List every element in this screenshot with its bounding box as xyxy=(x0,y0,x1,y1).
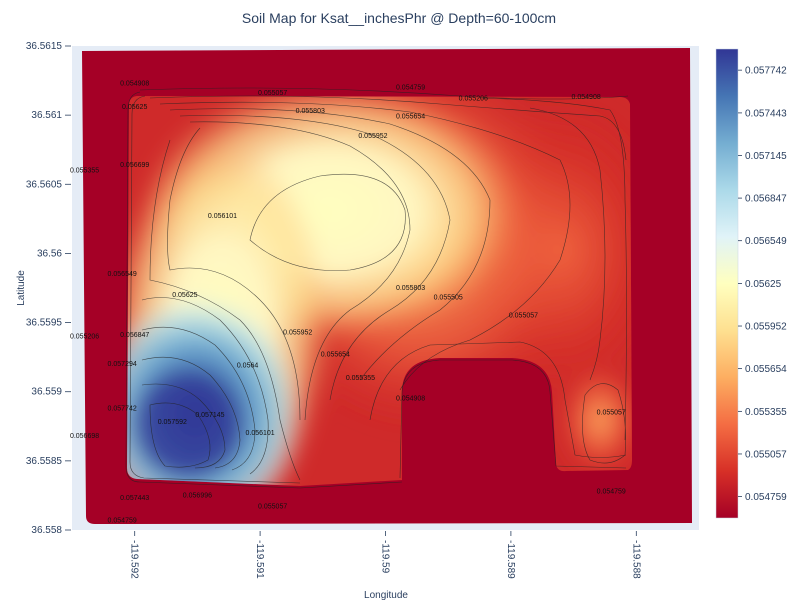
contour-blue-3 xyxy=(141,356,241,469)
contour-east-2 xyxy=(529,107,606,381)
contour-label: 0.057592 xyxy=(158,419,187,426)
contour-label: 0.055952 xyxy=(283,329,312,336)
colorbar-tick-label: 0.055057 xyxy=(745,449,787,460)
contour-label: 0.0564 xyxy=(237,362,259,369)
colorbar-tick-label: 0.056549 xyxy=(745,236,787,247)
contour-outer-1 xyxy=(125,91,403,489)
contour-top-4 xyxy=(169,108,491,381)
contour-label: 0.055803 xyxy=(396,285,425,292)
contour-label: 0.05625 xyxy=(172,292,197,299)
contour-label: 0.055355 xyxy=(346,375,375,382)
contour-label: 0.055206 xyxy=(459,96,488,103)
contour-east-1 xyxy=(479,97,627,441)
contour-label: 0.054759 xyxy=(108,517,137,524)
contour-label: 0.057145 xyxy=(195,412,224,419)
contour-label: 0.056996 xyxy=(183,492,212,499)
contour-label: 0.05625 xyxy=(122,104,147,111)
contour-label: 0.055057 xyxy=(258,90,287,97)
contour-label: 0.055057 xyxy=(509,313,538,320)
colorbar-tick-label: 0.05625 xyxy=(745,279,782,290)
x-tick-label: -119.588 xyxy=(630,540,641,579)
contour-west-1 xyxy=(167,127,301,421)
colorbar-tick-label: 0.056847 xyxy=(745,194,787,205)
contour-label: 0.057294 xyxy=(108,361,137,368)
y-tick-label: 36.558 xyxy=(31,525,62,536)
contour-label: 0.054759 xyxy=(597,488,626,495)
contour-label: 0.056549 xyxy=(108,271,137,278)
contour-label: 0.056699 xyxy=(120,162,149,169)
x-tick-label: -119.59 xyxy=(380,540,391,574)
contour-label: 0.055057 xyxy=(258,503,287,510)
contour-label: 0.054908 xyxy=(572,94,601,101)
contour-label: 0.054908 xyxy=(396,396,425,403)
contour-notch-2 xyxy=(369,341,627,458)
contour-west-2 xyxy=(149,139,301,481)
x-axis-ticks: -119.592 -119.591 -119.59 -119.589 -119.588 xyxy=(129,531,641,579)
x-tick-label: -119.589 xyxy=(505,540,516,579)
x-axis-title: Longitude xyxy=(364,590,408,601)
contour-labels: 0.054908 0.055057 0.054759 0.055206 0.054908… xyxy=(70,80,626,524)
y-tick-label: 36.5605 xyxy=(26,179,63,190)
contour-label: 0.057742 xyxy=(108,405,137,412)
contour-inner-loop xyxy=(249,173,406,271)
contour-label: 0.055803 xyxy=(296,108,325,115)
contour-label: 0.056101 xyxy=(208,213,237,220)
contour-top-3 xyxy=(159,101,571,391)
y-tick-label: 36.5585 xyxy=(26,456,63,467)
colorbar-tick-label: 0.055952 xyxy=(745,322,787,333)
contour-label: 0.055654 xyxy=(321,351,350,358)
contour-label: 0.056101 xyxy=(245,430,274,437)
contour-label: 0.055057 xyxy=(597,409,626,416)
y-axis-ticks: 36.558 36.5585 36.559 36.5595 36.56 36.5605 36… xyxy=(26,41,71,536)
colorbar: 0.057742 0.057443 0.057145 0.056847 0.056549… xyxy=(715,48,787,519)
colorbar-tick-label: 0.057145 xyxy=(745,151,787,162)
contour-label: 0.054908 xyxy=(120,80,149,87)
colorbar-ramp xyxy=(715,48,739,519)
contour-blue-2 xyxy=(141,326,256,471)
contour-label: 0.055505 xyxy=(434,295,463,302)
x-tick-label: -119.592 xyxy=(129,540,140,579)
orange-se-lobe xyxy=(560,365,632,475)
contour-label: 0.055355 xyxy=(70,167,99,174)
contour-top-2 xyxy=(149,95,627,161)
contour-label: 0.055952 xyxy=(358,133,387,140)
contour-label: 0.056847 xyxy=(120,332,149,339)
contour-top-1 xyxy=(139,87,629,100)
y-axis-title: Latitude xyxy=(16,270,27,306)
colorbar-tick-label: 0.057443 xyxy=(745,108,787,119)
contour-blue-4 xyxy=(141,383,226,469)
y-tick-label: 36.561 xyxy=(31,110,62,121)
heatmap-inner-field xyxy=(127,96,632,486)
contour-label: 0.055654 xyxy=(396,114,425,121)
contour-notch xyxy=(399,359,627,479)
y-tick-label: 36.5615 xyxy=(26,41,63,52)
colorbar-tick-label: 0.055654 xyxy=(745,364,787,375)
contour-lines xyxy=(125,87,629,489)
y-tick-label: 36.56 xyxy=(37,248,62,259)
blue-core-region xyxy=(133,370,243,480)
contour-blue-1 xyxy=(141,297,269,475)
contour-label: 0.057443 xyxy=(120,495,149,502)
x-tick-label: -119.591 xyxy=(254,540,265,579)
colorbar-ticks: 0.057742 0.057443 0.057145 0.056847 0.056549… xyxy=(738,66,787,503)
contour-top-6 xyxy=(189,121,411,421)
contour-label: 0.056698 xyxy=(70,433,99,440)
y-tick-label: 36.559 xyxy=(31,387,62,398)
contour-top-5 xyxy=(179,115,451,401)
chart-title: Soil Map for Ksat__inchesPhr @ Depth=60-… xyxy=(242,10,556,26)
colorbar-tick-label: 0.057742 xyxy=(745,66,787,77)
contour-blue-core xyxy=(149,402,211,468)
contour-label: 0.055206 xyxy=(70,333,99,340)
contour-outer-2 xyxy=(129,95,301,484)
contour-label: 0.054759 xyxy=(396,84,425,91)
y-tick-label: 36.5595 xyxy=(26,318,63,329)
colorbar-tick-label: 0.054759 xyxy=(745,492,787,503)
colorbar-tick-label: 0.055355 xyxy=(745,407,787,418)
